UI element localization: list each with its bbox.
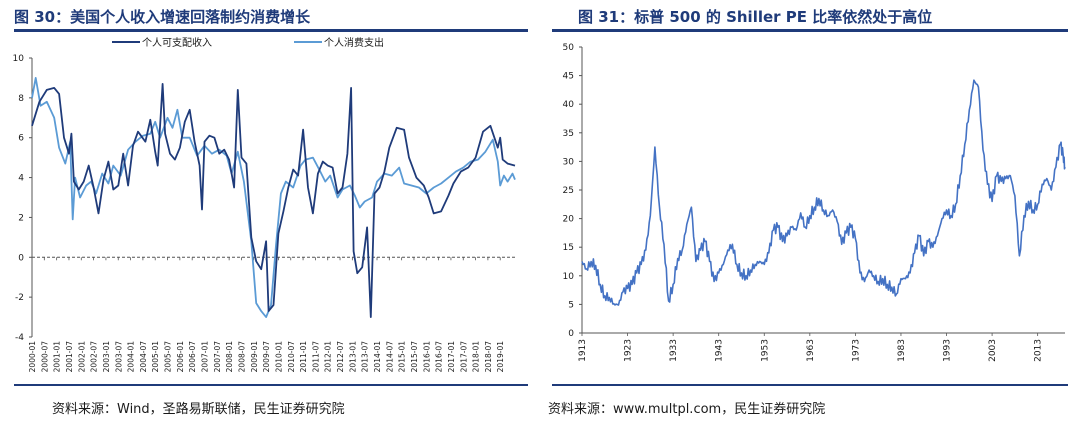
x-tick-label: 2010-07 <box>287 341 296 373</box>
y-tick-label: 50 <box>563 43 575 53</box>
y-tick-label: 4 <box>18 174 24 184</box>
x-tick-label: 2004-01 <box>127 341 136 373</box>
chart-title: 图 31：标普 500 的 Shiller PE 比率依然处于高位 <box>578 8 933 26</box>
x-tick-label: 2017-07 <box>459 341 468 373</box>
x-tick-label: 2012-07 <box>336 341 345 373</box>
y-tick-label: 10 <box>563 272 575 282</box>
x-tick-label: 2018-07 <box>484 341 493 373</box>
x-tick-label: 2002-01 <box>77 341 86 373</box>
y-tick-label: 15 <box>563 243 574 253</box>
x-tick-label: 1923 <box>624 339 634 362</box>
x-tick-label: 2008-01 <box>225 341 234 373</box>
title-rule <box>552 29 1068 32</box>
x-tick-label: 2017-01 <box>447 341 456 373</box>
x-tick-label: 2001-01 <box>53 341 62 373</box>
x-tick-label: 2009-01 <box>250 341 259 373</box>
y-tick-label: -2 <box>15 293 24 303</box>
y-tick-label: 20 <box>563 215 575 225</box>
series-line <box>581 79 1066 306</box>
x-tick-label: 2002-07 <box>90 341 99 373</box>
y-tick-label: 10 <box>13 54 25 64</box>
x-tick-label: 1933 <box>669 339 679 362</box>
y-tick-label: 8 <box>18 94 24 104</box>
bottom-rule <box>14 384 528 386</box>
x-tick-label: 2015-07 <box>410 341 419 373</box>
x-tick-label: 2001-07 <box>65 341 74 373</box>
x-tick-label: 2007-07 <box>213 341 222 373</box>
chart-panel-income: 图 30：美国个人收入增速回落制约消费增长 -4 -2 0 2 4 6 8 10 2000-01… <box>13 8 528 417</box>
chart-title: 图 30：美国个人收入增速回落制约消费增长 <box>14 8 311 26</box>
x-tick-label: 2006-01 <box>176 341 185 373</box>
x-tick-label: 2015-01 <box>398 341 407 373</box>
y-tick-label: 45 <box>563 72 574 82</box>
series-line <box>31 77 516 318</box>
y-tick-label: 0 <box>568 329 574 339</box>
y-tick-label: 40 <box>563 100 575 110</box>
x-tick-label: 2011-01 <box>299 341 308 373</box>
y-tick-label: 0 <box>18 253 24 263</box>
y-tick-label: 5 <box>568 300 574 310</box>
y-tick-label: -4 <box>15 333 24 343</box>
y-tick-label: 2 <box>18 213 24 223</box>
x-tick-label: 2005-07 <box>164 341 173 373</box>
x-tick-label: 2007-01 <box>201 341 210 373</box>
shiller-pe-chart: 0 5 10 15 20 25 30 35 40 45 50 1913 1923 1933 1943 1953… <box>563 43 1066 362</box>
source-note: 资料来源：www.multpl.com，民生证券研究院 <box>548 402 826 417</box>
x-tick-label: 2003-01 <box>102 341 111 373</box>
x-tick-label: 2018-01 <box>472 341 481 373</box>
x-tick-label: 2000-01 <box>28 341 37 373</box>
x-tick-label: 2006-07 <box>188 341 197 373</box>
x-tick-label: 2019-01 <box>496 341 505 373</box>
x-tick-label: 2016-07 <box>435 341 444 373</box>
y-tick-label: 25 <box>563 186 574 196</box>
x-tick-label: 2010-01 <box>274 341 283 373</box>
chart-panel-shiller: 图 31：标普 500 的 Shiller PE 比率依然处于高位 0 5 10 15… <box>540 0 1080 433</box>
x-tick-label: 2004-07 <box>139 341 148 373</box>
x-tick-label: 2013 <box>1034 339 1044 362</box>
x-tick-label: 2003-07 <box>114 341 123 373</box>
x-tick-label: 2016-01 <box>422 341 431 373</box>
y-tick-label: 30 <box>563 157 575 167</box>
x-tick-label: 1953 <box>760 339 770 362</box>
x-tick-label: 1973 <box>851 339 861 362</box>
x-tick-label: 2014-07 <box>385 341 394 373</box>
y-tick-label: 35 <box>563 129 574 139</box>
x-tick-label: 1963 <box>806 339 816 362</box>
source-note: 资料来源：Wind，圣路易斯联储，民生证券研究院 <box>52 402 345 417</box>
legend-label: 个人可支配收入 <box>142 36 212 49</box>
legend-label: 个人消费支出 <box>324 36 384 49</box>
x-tick-label: 2014-01 <box>373 341 382 373</box>
x-tick-label: 2005-01 <box>151 341 160 373</box>
x-tick-label: 2013-01 <box>348 341 357 373</box>
series-line <box>31 83 516 318</box>
x-tick-label: 1943 <box>715 339 725 362</box>
x-tick-label: 2008-07 <box>237 341 246 373</box>
x-tick-label: 2012-01 <box>324 341 333 373</box>
x-tick-label: 2011-07 <box>311 341 320 373</box>
x-tick-label: 1913 <box>578 339 588 362</box>
x-tick-label: 1993 <box>943 339 953 362</box>
y-tick-label: 6 <box>18 134 24 144</box>
x-tick-label: 2000-07 <box>40 341 49 373</box>
title-rule <box>14 29 528 32</box>
x-tick-label: 2009-07 <box>262 341 271 373</box>
bottom-rule <box>552 384 1068 386</box>
x-tick-label: 2013-07 <box>361 341 370 373</box>
x-tick-label: 2003 <box>988 339 998 362</box>
x-tick-label: 1983 <box>897 339 907 362</box>
